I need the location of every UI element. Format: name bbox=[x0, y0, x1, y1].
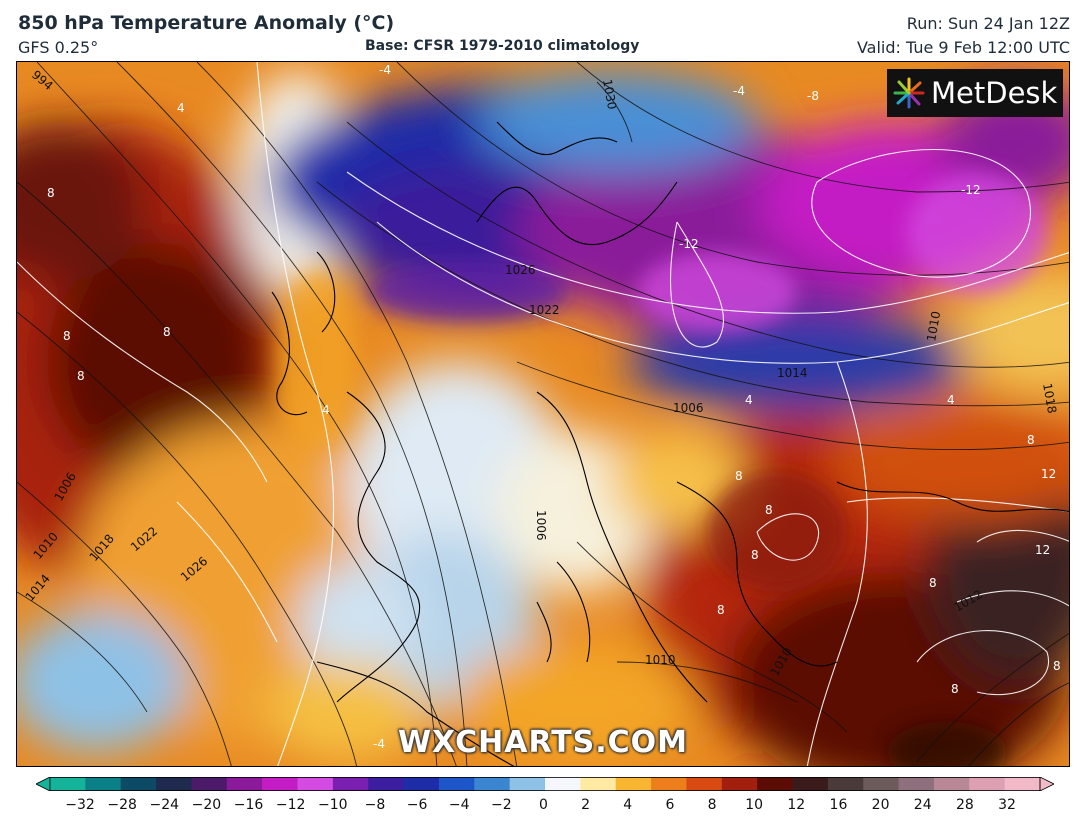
colorbar-swatch bbox=[262, 777, 299, 791]
isobar-label: 1014 bbox=[777, 366, 808, 380]
isotherm-label: 8 bbox=[751, 548, 759, 562]
isotherm-label: 8 bbox=[929, 576, 937, 590]
colorbar-swatch bbox=[827, 777, 864, 791]
isobar-label: 1026 bbox=[505, 263, 536, 277]
colorbar-swatch bbox=[651, 777, 688, 791]
colorbar-swatch bbox=[686, 777, 723, 791]
anomaly-field: -4 -4 -8 -12 -12 4 8 8 8 4 4 8 8 8 8 8 1… bbox=[17, 62, 1069, 766]
isobar-label: 1022 bbox=[529, 303, 560, 317]
colorbar-tick-label: −12 bbox=[275, 797, 306, 813]
colorbar-tick-label: 6 bbox=[665, 797, 675, 813]
isotherm-label: 4 bbox=[322, 403, 330, 417]
colorbar-max-arrow bbox=[1039, 777, 1054, 791]
isotherm-label: 4 bbox=[745, 393, 753, 407]
valid-time-label: Valid: Tue 9 Feb 12:00 UTC bbox=[856, 38, 1070, 57]
isotherm-label: 8 bbox=[163, 325, 171, 339]
isobar-label: 1010 bbox=[645, 653, 676, 667]
colorbar-tick-label: −8 bbox=[364, 797, 386, 813]
colorbar-tick-label: 4 bbox=[623, 797, 633, 813]
colorbar-tick-label: 0 bbox=[539, 797, 548, 813]
colorbar-tick-label: 10 bbox=[745, 797, 764, 813]
colorbar-swatch bbox=[156, 777, 193, 791]
colorbar-tick-label: 2 bbox=[581, 797, 591, 813]
isotherm-label: -4 bbox=[373, 737, 385, 751]
isotherm-label: 12 bbox=[1035, 543, 1050, 557]
colorbar-swatch bbox=[615, 777, 652, 791]
colorbar-swatch bbox=[509, 777, 546, 791]
isobar-label: 1010 bbox=[924, 310, 943, 343]
colorbar-swatch bbox=[403, 777, 440, 791]
colorbar-swatch bbox=[545, 777, 581, 791]
colorbar-tick-label: −24 bbox=[149, 797, 180, 813]
colorbar-tick-label: 16 bbox=[829, 797, 848, 813]
colorbar-swatch bbox=[721, 777, 758, 791]
isotherm-label: 12 bbox=[1041, 467, 1056, 481]
colorbar-tick-label: 12 bbox=[787, 797, 806, 813]
colorbar-tick-label: −4 bbox=[448, 797, 470, 813]
colorbar-swatch bbox=[226, 777, 263, 791]
colorbar-swatch bbox=[297, 777, 334, 791]
colorbar-tick-label: 28 bbox=[955, 797, 974, 813]
colorbar-tick-label: 20 bbox=[871, 797, 890, 813]
color-burst-icon bbox=[893, 77, 925, 109]
colorbar-swatch bbox=[120, 777, 157, 791]
colorbar-tick-label: 8 bbox=[707, 797, 717, 813]
colorbar-swatch bbox=[474, 777, 511, 791]
isotherm-label: 8 bbox=[765, 503, 773, 517]
colorbar-ticks: −32 −28 −24 −20 −16 −12 −10 −8 −6 −4 −2 0 2 4 6 8 10 12 16… bbox=[0, 797, 1078, 817]
colorbar-swatch bbox=[863, 777, 900, 791]
colorbar-tick-label: −6 bbox=[406, 797, 428, 813]
logo-text: MetDesk bbox=[931, 76, 1058, 110]
isotherm-label: 8 bbox=[735, 469, 743, 483]
colorbar-swatch bbox=[1004, 777, 1041, 791]
isobar-label: 1030 bbox=[600, 78, 619, 111]
isobar-label: 1006 bbox=[534, 510, 548, 541]
colorbar-swatch bbox=[438, 777, 475, 791]
isotherm-label: 8 bbox=[77, 369, 85, 383]
watermark: WXCHARTS.COM bbox=[397, 725, 689, 760]
isotherm-label: 8 bbox=[951, 682, 959, 696]
colorbar-tick-label: 32 bbox=[998, 797, 1016, 813]
climatology-base-label: Base: CFSR 1979-2010 climatology bbox=[365, 38, 640, 54]
colorbar-tick-label: −20 bbox=[191, 797, 222, 813]
colorbar-swatch bbox=[368, 777, 405, 791]
isobar-label: 1018 bbox=[1040, 382, 1059, 415]
isotherm-label: 8 bbox=[63, 329, 71, 343]
isotherm-label: -4 bbox=[379, 63, 391, 77]
run-time-label: Run: Sun 24 Jan 12Z bbox=[906, 14, 1070, 33]
isotherm-label: 4 bbox=[947, 393, 955, 407]
chart-title: 850 hPa Temperature Anomaly (°C) bbox=[18, 12, 395, 34]
isotherm-label: 8 bbox=[47, 186, 55, 200]
colorbar-tick-label: −10 bbox=[318, 797, 348, 813]
isotherm-label: 4 bbox=[177, 101, 185, 115]
colorbar-tick-label: 24 bbox=[913, 797, 932, 813]
metdesk-logo: MetDesk bbox=[887, 69, 1063, 117]
colorbar-swatch bbox=[969, 777, 1006, 791]
isotherm-label: 8 bbox=[1053, 659, 1061, 673]
isotherm-label: -12 bbox=[961, 183, 981, 197]
colorbar-tick-label: −32 bbox=[65, 797, 95, 813]
isotherm-label: 8 bbox=[717, 603, 725, 617]
colorbar-swatch bbox=[50, 777, 86, 791]
anomaly-map[interactable]: -4 -4 -8 -12 -12 4 8 8 8 4 4 8 8 8 8 8 1… bbox=[16, 61, 1070, 767]
isotherm-label: 8 bbox=[1027, 433, 1035, 447]
colorbar-tick-label: −16 bbox=[233, 797, 264, 813]
isobar-label: 1006 bbox=[673, 401, 704, 415]
colorbar-swatch bbox=[898, 777, 935, 791]
colorbar-swatch bbox=[580, 777, 617, 791]
isotherm-label: -4 bbox=[733, 84, 745, 98]
colorbar-swatch bbox=[792, 777, 829, 791]
colorbar-swatch bbox=[757, 777, 794, 791]
colorbar-swatch bbox=[933, 777, 970, 791]
colorbar bbox=[36, 777, 1054, 791]
isotherm-label: -8 bbox=[807, 89, 819, 103]
isotherm-label: -12 bbox=[679, 237, 699, 251]
colorbar-swatch bbox=[332, 777, 369, 791]
colorbar-tick-label: −28 bbox=[107, 797, 137, 813]
colorbar-min-arrow bbox=[36, 777, 51, 791]
model-label: GFS 0.25° bbox=[18, 38, 99, 57]
colorbar-swatch bbox=[191, 777, 228, 791]
colorbar-tick-label: −2 bbox=[491, 797, 512, 813]
colorbar-swatch bbox=[85, 777, 122, 791]
